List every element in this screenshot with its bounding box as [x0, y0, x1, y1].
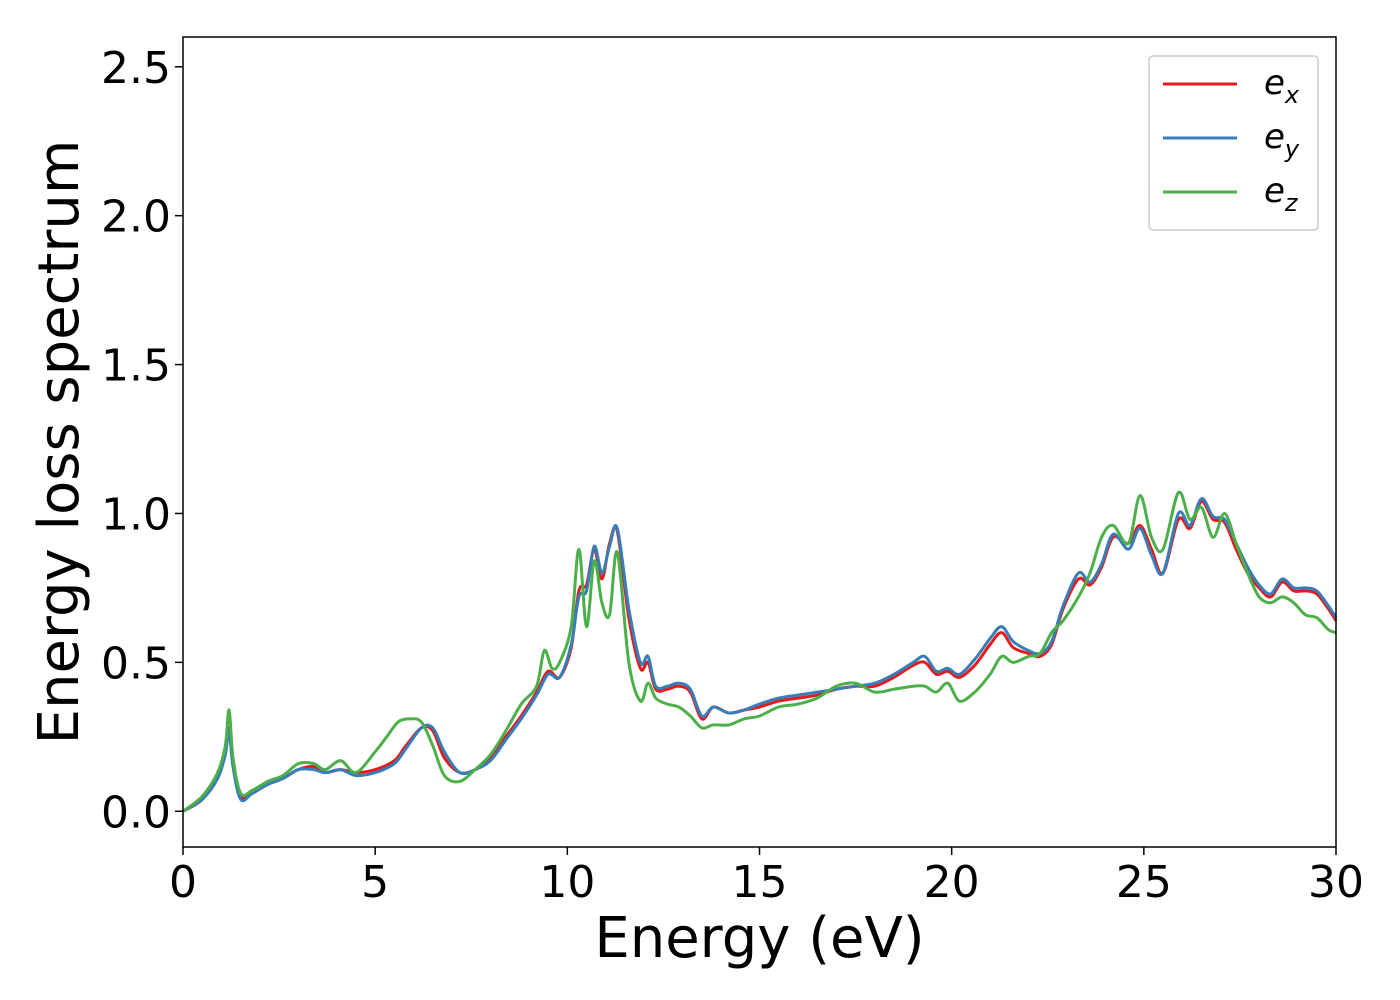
- x-tick-label: 10: [539, 857, 595, 908]
- y-tick-label: 2.5: [101, 43, 171, 94]
- y-tick-label: 2.0: [101, 192, 171, 243]
- x-tick-label: 0: [169, 857, 197, 908]
- x-axis-label: Energy (eV): [594, 906, 924, 971]
- legend-box: [1148, 55, 1319, 231]
- x-tick-label: 20: [924, 857, 980, 908]
- series-line-ey: [182, 497, 1338, 813]
- x-tick-label: 25: [1116, 857, 1172, 908]
- plot-area: [183, 37, 1336, 847]
- y-axis-ticks: 0.0 0.5 1.0 1.5 2.0 2.5: [101, 43, 183, 838]
- x-tick-label: 15: [732, 857, 788, 908]
- series-layer: [182, 490, 1338, 813]
- y-tick-label: 1.0: [101, 489, 171, 540]
- y-axis-label: Energy loss spectrum: [27, 140, 92, 745]
- y-tick-label: 0.0: [101, 787, 171, 838]
- y-tick-label: 0.5: [101, 638, 171, 689]
- x-tick-label: 5: [361, 857, 389, 908]
- x-axis-ticks: 0 5 10 15 20 25 30: [169, 847, 1364, 908]
- y-tick-label: 1.5: [101, 341, 171, 392]
- series-line-ez: [182, 490, 1337, 813]
- x-tick-label: 30: [1308, 857, 1364, 908]
